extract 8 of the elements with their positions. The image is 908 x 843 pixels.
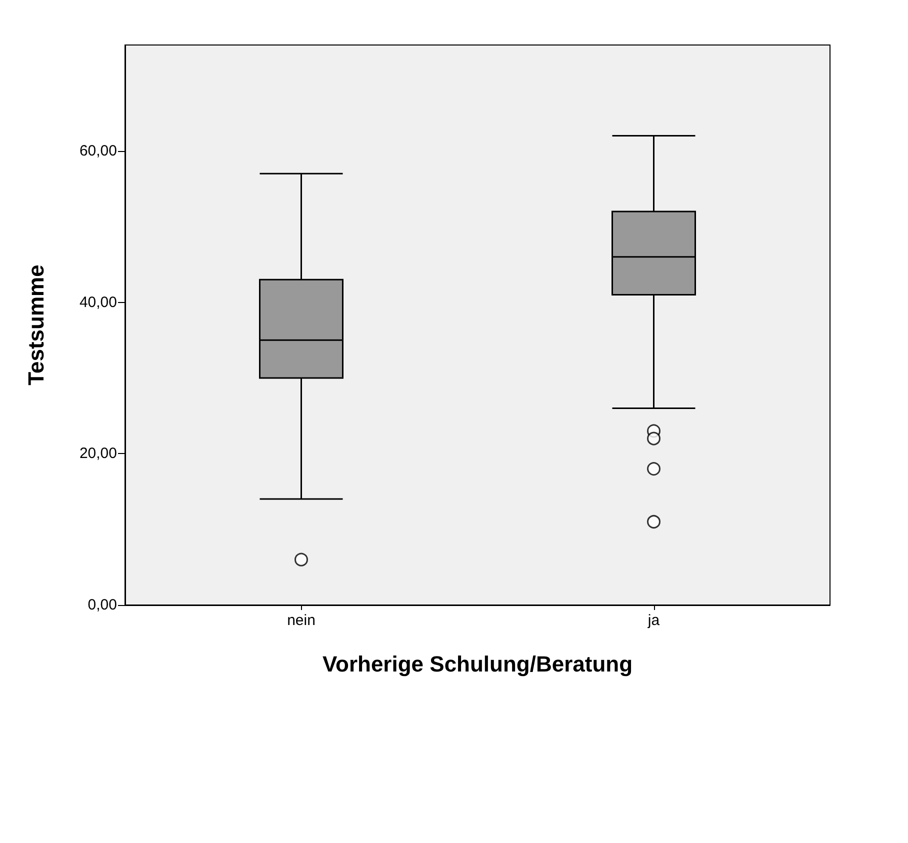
y-tick-label: 60,00: [79, 142, 117, 160]
y-axis-title: Testsumme: [24, 264, 48, 386]
y-tick-label: 40,00: [79, 294, 117, 311]
x-tick-label: nein: [287, 612, 316, 629]
y-tick-label: 0,00: [88, 596, 117, 614]
x-axis-title: Vorherige Schulung/Beratung: [322, 652, 633, 676]
x-tick-label: ja: [646, 612, 660, 629]
y-tick-label: 20,00: [79, 445, 117, 462]
